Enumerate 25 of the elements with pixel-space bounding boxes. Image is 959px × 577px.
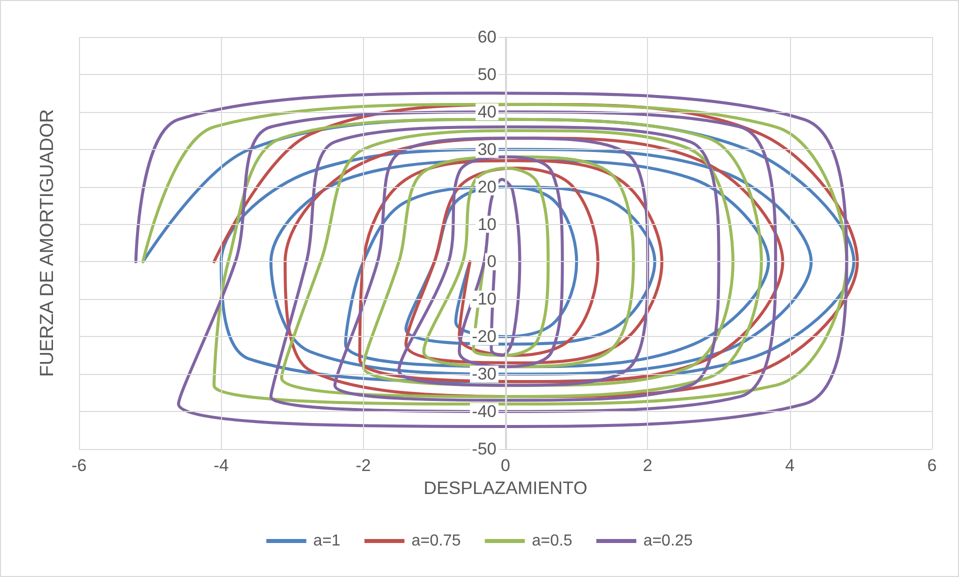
x-tick-label: -2 — [356, 456, 371, 475]
x-tick-label: 6 — [927, 456, 937, 475]
y-tick-label: -10 — [472, 290, 496, 309]
x-tick-label: -4 — [214, 456, 229, 475]
y-tick-label: -50 — [472, 440, 496, 458]
y-tick-label: 50 — [478, 64, 496, 84]
legend-label: a=0.5 — [532, 532, 572, 550]
y-tick-label: 30 — [478, 140, 496, 159]
y-tick-label: 10 — [478, 214, 496, 234]
y-tick-label: -40 — [472, 402, 496, 422]
y-tick-label: -20 — [472, 327, 496, 346]
legend-label: a=0.75 — [411, 532, 461, 550]
x-tick-label: -6 — [71, 456, 87, 475]
x-tick-label: 4 — [785, 456, 795, 475]
y-tick-label: 60 — [478, 28, 496, 46]
x-tick-label: 2 — [642, 456, 652, 475]
x-tick-label: 0 — [500, 456, 510, 475]
y-tick-label: 40 — [478, 102, 496, 122]
legend-label: a=1 — [313, 532, 341, 550]
x-axis-title: DESPLAZAMIENTO — [424, 478, 588, 498]
y-tick-label: -30 — [472, 364, 496, 384]
y-tick-label: 0 — [487, 252, 496, 272]
y-tick-label: 20 — [478, 177, 496, 196]
y-axis-title: FUERZA DE AMORTIGUADOR — [37, 109, 58, 377]
legend-label: a=0.25 — [643, 532, 693, 550]
